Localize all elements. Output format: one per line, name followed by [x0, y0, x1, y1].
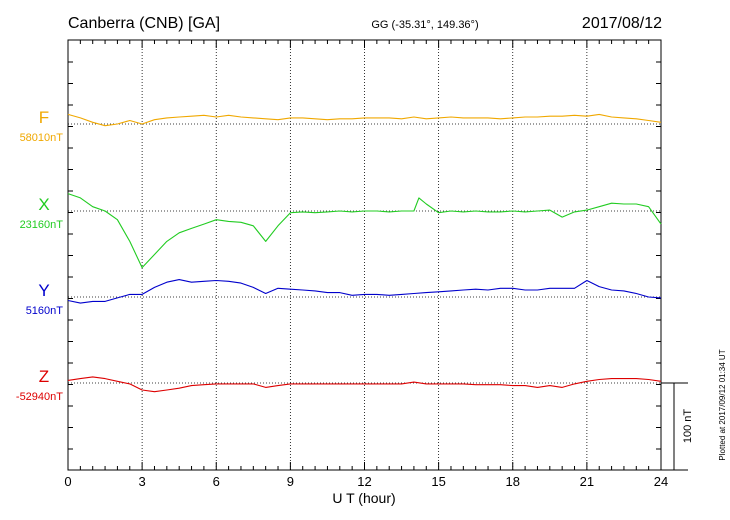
x-tick-labels: 0 3 6 9 12 15 18 21 24 — [64, 474, 668, 489]
x-tick-label: 15 — [431, 474, 445, 489]
series-line-f — [67, 113, 662, 127]
series-name-x: X — [38, 195, 49, 214]
coordinates-label: GG (-35.31°, 149.36°) — [371, 19, 478, 31]
series-baseline-y: 5160nT — [26, 305, 64, 317]
series-name-f: F — [39, 108, 49, 127]
series-labels: F 58010nT X 23160nT Y 5160nT Z -52940nT — [16, 108, 63, 403]
series-baseline-z: -52940nT — [16, 391, 63, 403]
axis-ticks — [67, 40, 662, 470]
x-tick-label: 12 — [357, 474, 371, 489]
plot-frame — [67, 39, 662, 471]
x-tick-label: 0 — [64, 474, 71, 489]
series-baseline-x: 23160nT — [20, 219, 64, 231]
x-tick-label: 24 — [654, 474, 668, 489]
x-tick-label: 6 — [213, 474, 220, 489]
series-line-y — [67, 279, 662, 304]
series-baseline-f: 58010nT — [20, 132, 64, 144]
x-tick-label: 3 — [139, 474, 146, 489]
scale-bar: 100 nT — [661, 382, 694, 471]
grid-lines — [68, 40, 661, 470]
series-name-y: Y — [38, 281, 49, 300]
series-line-z — [67, 376, 662, 393]
scale-bar-label: 100 nT — [682, 409, 694, 444]
series-name-z: Z — [39, 367, 49, 386]
series-line-x — [67, 193, 662, 269]
plotted-timestamp: Plotted at 2017/09/12 01:34 UT — [718, 349, 727, 460]
x-tick-label: 9 — [287, 474, 294, 489]
x-tick-label: 18 — [506, 474, 520, 489]
station-title: Canberra (CNB) [GA] — [68, 15, 220, 32]
x-tick-label: 21 — [580, 474, 594, 489]
series-lines — [67, 113, 662, 393]
x-axis-title: U T (hour) — [332, 490, 395, 506]
date-label: 2017/08/12 — [582, 15, 662, 32]
